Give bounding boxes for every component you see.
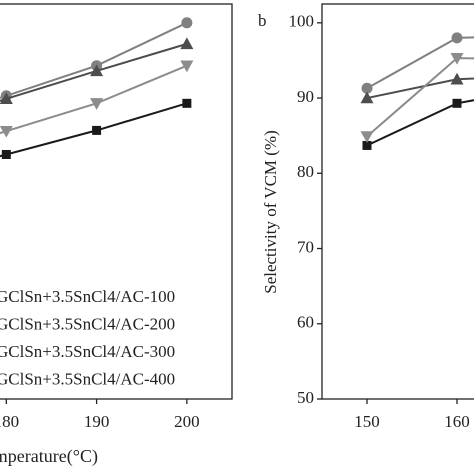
- legend-label: GClSn+3.5SnCl4/AC-100: [0, 287, 175, 306]
- marker: [451, 32, 463, 44]
- series-line: [0, 21, 188, 99]
- marker: [180, 37, 194, 50]
- panel-label: b: [258, 11, 267, 30]
- y-tick-label: 100: [289, 12, 315, 31]
- x-tick-label: 150: [354, 412, 380, 431]
- x-tick-label: 200: [174, 412, 200, 431]
- marker: [360, 131, 374, 143]
- marker: [450, 52, 464, 65]
- x-tick-label: 180: [0, 412, 19, 431]
- marker: [0, 92, 13, 104]
- marker: [1, 149, 11, 159]
- legend-label: GClSn+3.5SnCl4/AC-300: [0, 342, 175, 361]
- series-line: [0, 64, 188, 135]
- series-line: [366, 57, 474, 138]
- y-tick-label: 70: [297, 237, 314, 256]
- legend-label: GClSn+3.5SnCl4/AC-400: [0, 369, 175, 388]
- x-tick-label: 160: [444, 412, 470, 431]
- series-line: [0, 42, 188, 102]
- y-tick-label: 90: [297, 87, 314, 106]
- marker: [450, 72, 464, 85]
- marker: [452, 98, 462, 108]
- marker: [90, 64, 104, 77]
- marker: [90, 98, 104, 110]
- marker: [181, 17, 193, 29]
- y-tick-label: 50: [297, 388, 314, 407]
- marker: [361, 82, 373, 94]
- y-tick-label: 80: [297, 162, 314, 181]
- legend-label: GClSn+3.5SnCl4/AC-200: [0, 314, 175, 333]
- series-line: [0, 102, 188, 158]
- marker: [180, 60, 194, 73]
- marker: [360, 91, 374, 104]
- y-tick-label: 60: [297, 313, 314, 332]
- y-axis-label: Selectivity of VCM (%): [261, 130, 280, 294]
- x-axis-label: Temperature(°C): [0, 446, 98, 467]
- marker: [362, 140, 372, 150]
- marker: [92, 125, 102, 135]
- marker: [182, 98, 192, 108]
- plot-frame: [0, 3, 233, 400]
- marker: [0, 125, 13, 138]
- x-tick-label: 190: [84, 412, 110, 431]
